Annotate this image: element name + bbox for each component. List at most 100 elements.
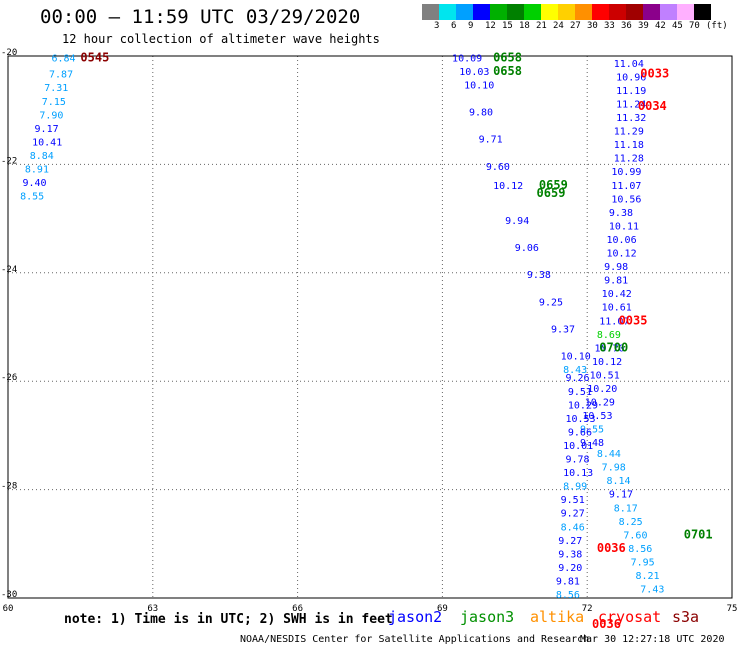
- wave-height-value: 9.80: [469, 108, 493, 119]
- wave-height-value: 8.21: [635, 571, 659, 582]
- wave-height-value: 9.40: [22, 178, 46, 189]
- generation-timestamp: Mar 30 12:27:18 UTC 2020: [580, 634, 725, 645]
- pass-time-label: 0659: [537, 186, 566, 200]
- legend-swatch: [626, 4, 643, 20]
- wave-height-value: 9.27: [558, 536, 582, 547]
- x-tick-label: 66: [292, 604, 303, 614]
- legend-jason3: jason3: [460, 608, 515, 626]
- legend-label: 39: [638, 21, 649, 31]
- wave-height-value: 10.03: [459, 67, 489, 78]
- wave-height-value: 10.56: [611, 194, 641, 205]
- x-tick-label: 72: [582, 604, 593, 614]
- wave-height-value: 9.37: [551, 324, 575, 335]
- wave-height-value: 8.55: [20, 192, 44, 203]
- wave-height-value: 10.11: [609, 221, 639, 232]
- wave-height-value: 7.60: [623, 530, 647, 541]
- wave-height-value: 10.51: [590, 370, 620, 381]
- wave-height-value: 9.81: [556, 576, 580, 587]
- wave-height-value: 10.42: [602, 289, 632, 300]
- wave-height-value: 10.10: [464, 81, 494, 92]
- x-tick-label: 69: [437, 604, 448, 614]
- axis-ticks: 60 63 66 69 72 75 -20 -22 -24 -26 -28 -30: [1, 48, 737, 614]
- plot-frame: [7, 55, 733, 599]
- legend-swatch: [541, 4, 558, 20]
- legend-swatch: [456, 4, 473, 20]
- footer-note: note: 1) Time is in UTC; 2) SWH is in fe…: [64, 612, 393, 627]
- y-tick-label: -26: [1, 373, 17, 383]
- wave-height-value: 10.29: [568, 400, 598, 411]
- wave-height-value: 8.91: [25, 165, 49, 176]
- wave-height-value: 9.38: [527, 270, 551, 281]
- color-scale-legend: [422, 4, 711, 20]
- wave-height-value: 11.29: [614, 127, 644, 138]
- x-tick-label: 63: [147, 604, 158, 614]
- legend-s3a: s3a: [672, 608, 700, 626]
- legend-label: 6: [451, 21, 457, 31]
- legend-swatch: [677, 4, 694, 20]
- wave-height-value: 10.20: [587, 384, 617, 395]
- wave-height-value: 9.27: [561, 509, 585, 520]
- wave-height-value: 7.95: [631, 557, 655, 568]
- wave-height-value: 10.61: [602, 303, 632, 314]
- wave-height-value: 11.18: [614, 140, 644, 151]
- credit-line: NOAA/NESDIS Center for Satellite Applica…: [240, 634, 590, 645]
- legend-label: 36: [621, 21, 632, 31]
- legend-label: 3: [434, 21, 440, 31]
- wave-height-value: 11.19: [616, 86, 646, 97]
- wave-height-value: 7.15: [42, 97, 66, 108]
- pass-time-label: 0035: [619, 313, 648, 327]
- wave-height-value: 11.07: [611, 181, 641, 192]
- wave-height-value: 11.04: [614, 59, 644, 70]
- wave-height-value: 10.01: [563, 441, 593, 452]
- wave-height-value: 7.31: [44, 83, 68, 94]
- wave-height-value: 9.94: [505, 216, 529, 227]
- wave-height-value: 8.43: [563, 365, 587, 376]
- legend-label: 45: [672, 21, 683, 31]
- legend-label: 21: [536, 21, 547, 31]
- pass-time-label: 0701: [684, 527, 713, 541]
- wave-height-value: 6.84: [51, 53, 75, 64]
- wave-height-value: 11.28: [614, 154, 644, 165]
- wave-height-value: 10.12: [592, 357, 622, 368]
- wave-height-value: 9.98: [604, 262, 628, 273]
- pass-time-label: 0036: [597, 541, 626, 555]
- wave-height-value: 9.51: [568, 387, 592, 398]
- wave-height-value: 10.53: [565, 414, 595, 425]
- wave-height-value: 7.43: [640, 585, 664, 596]
- legend-label: 15: [502, 21, 513, 31]
- wave-height-value: 7.98: [602, 463, 626, 474]
- wave-height-value: 9.60: [486, 162, 510, 173]
- wave-height-value: 10.09: [452, 53, 482, 64]
- x-tick-label: 60: [3, 604, 14, 614]
- legend-swatch: [473, 4, 490, 20]
- wave-height-value: 8.44: [597, 449, 621, 460]
- pass-time-label: 0659: [539, 178, 568, 192]
- legend-swatch: [524, 4, 541, 20]
- wave-height-value: 9.38: [609, 208, 633, 219]
- wave-height-value: 9.81: [604, 276, 628, 287]
- legend-altika: altika: [530, 608, 585, 626]
- legend-swatch: [660, 4, 677, 20]
- wave-height-value: 10.99: [611, 167, 641, 178]
- pass-time-label: 0545: [80, 50, 109, 64]
- y-tick-label: -24: [1, 265, 17, 275]
- legend-label: 9: [468, 21, 474, 31]
- wave-height-value: 11.07: [599, 316, 629, 327]
- wave-height-value: 9.25: [539, 297, 563, 308]
- wave-height-value: 8.99: [563, 482, 587, 493]
- legend-swatch: [609, 4, 626, 20]
- legend-swatch: [694, 4, 711, 20]
- wave-height-value: 10.06: [607, 235, 637, 246]
- wave-height-value: 8.56: [556, 590, 580, 601]
- wave-height-value: 8.17: [614, 503, 638, 514]
- wave-height-value: 10.29: [585, 398, 615, 409]
- legend-label: 12: [485, 21, 496, 31]
- wave-height-value: 9.78: [565, 455, 589, 466]
- wave-height-value: 9.20: [558, 563, 582, 574]
- chart-title: 00:00 – 11:59 UTC 03/29/2020: [40, 6, 361, 28]
- wave-height-value: 10.70: [594, 343, 624, 354]
- color-scale-labels: 3 6 9 12 15 18 21 24 27 30 33 36 39 42 45 70 (ft): [422, 21, 740, 33]
- y-tick-label: -20: [1, 48, 17, 58]
